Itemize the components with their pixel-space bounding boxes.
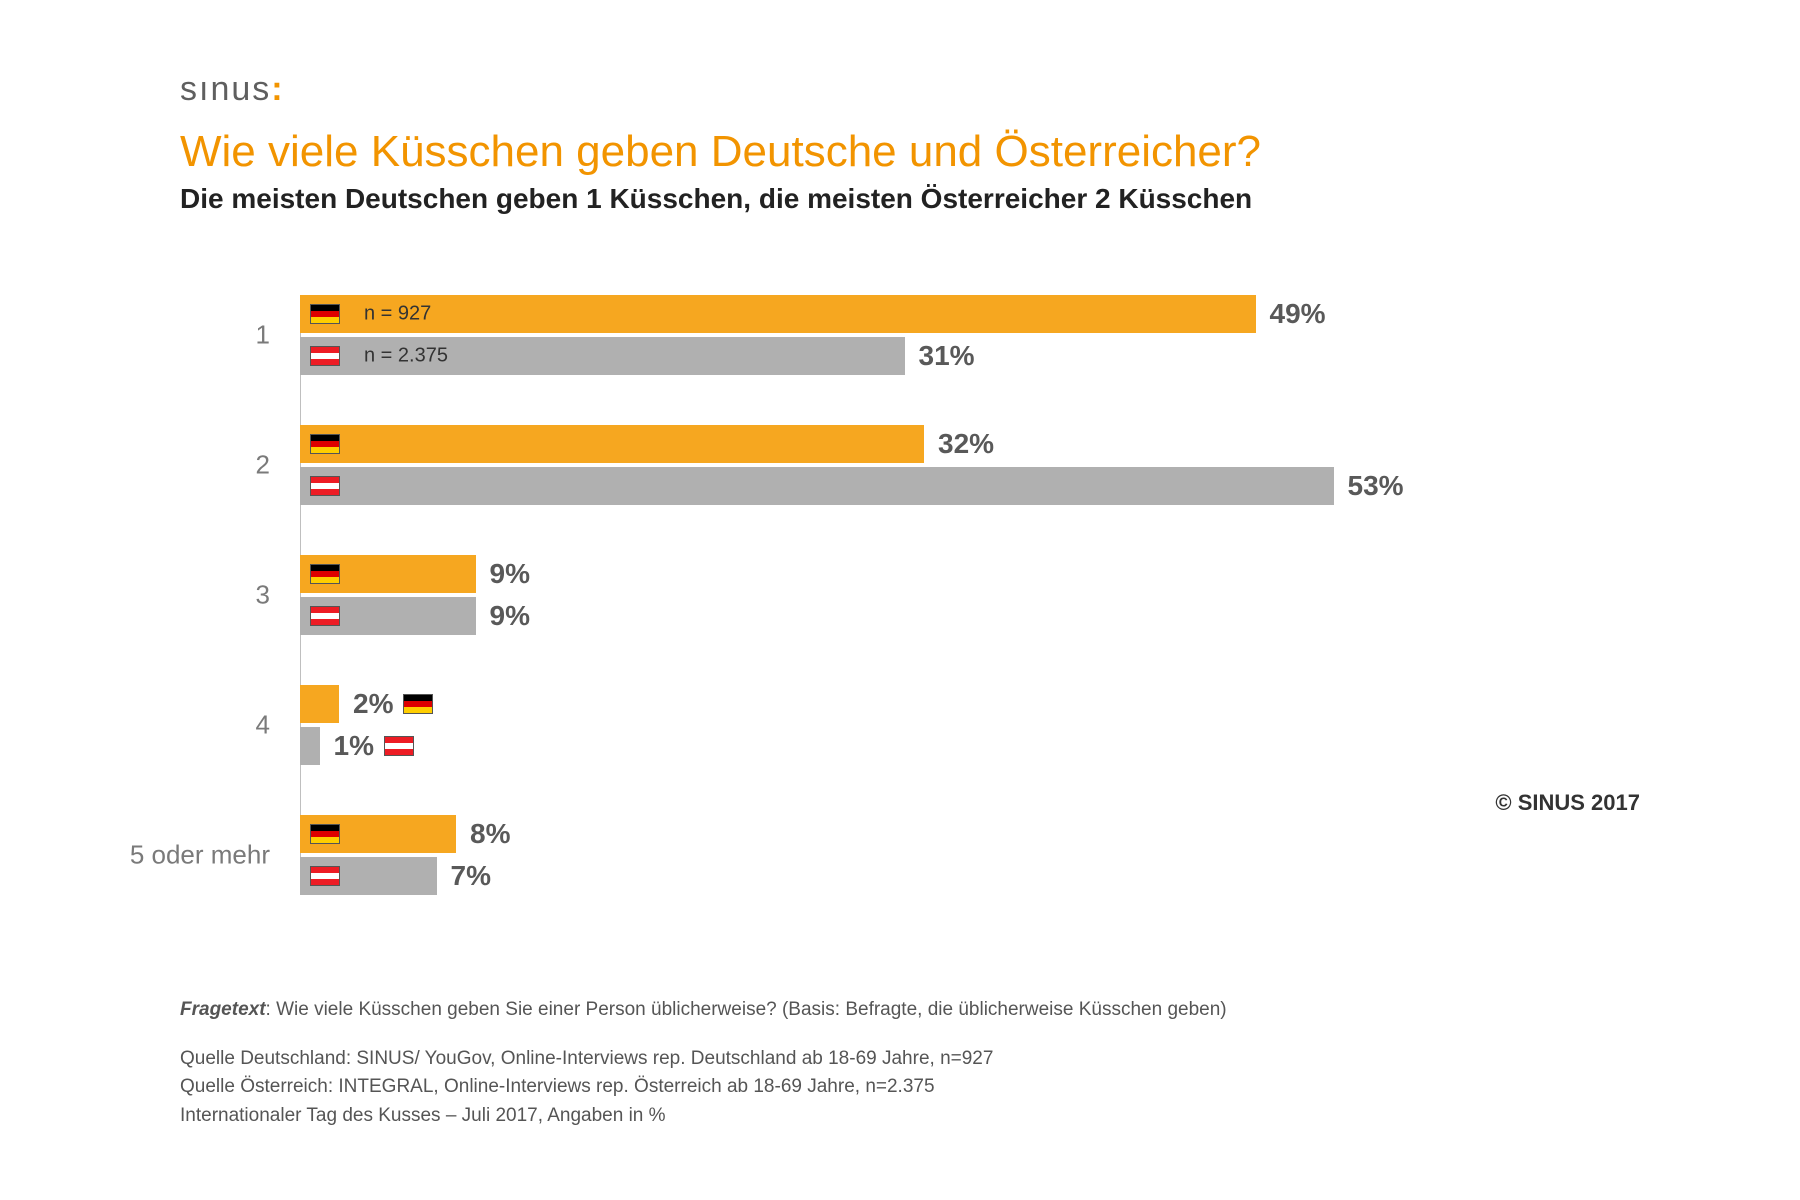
flag-icon	[310, 564, 340, 584]
bar-value: 8%	[470, 818, 510, 850]
bar-group: 5 oder mehr8%7%	[300, 815, 1600, 895]
bar-chart: 1n = 92749%n = 2.37531%232%53%39%9%42%1%…	[300, 295, 1600, 895]
flag-icon	[310, 304, 340, 324]
bar-row: n = 2.375 31%	[300, 337, 1600, 375]
category-label: 2	[256, 450, 300, 481]
flag-icon	[310, 866, 340, 886]
flag-icon	[384, 736, 414, 756]
bar-row: 8%	[300, 815, 1600, 853]
bar	[300, 467, 1334, 505]
category-label: 4	[256, 710, 300, 741]
flag-icon	[310, 824, 340, 844]
bar-value: 1%	[334, 730, 374, 762]
bar-row: 9%	[300, 555, 1600, 593]
chart-subtitle: Die meisten Deutschen geben 1 Küsschen, …	[180, 183, 1680, 215]
logo-text: sınus	[180, 70, 271, 108]
bar-value: 9%	[490, 558, 530, 590]
footer: Fragetext: Wie viele Küsschen geben Sie …	[180, 996, 1227, 1130]
bar-value: 2%	[353, 688, 393, 720]
flag-icon	[310, 434, 340, 454]
flag-icon	[310, 476, 340, 496]
chart-title: Wie viele Küsschen geben Deutsche und Ös…	[180, 127, 1680, 177]
bar-row: 53%	[300, 467, 1600, 505]
bar-value: 31%	[919, 340, 975, 372]
bar	[300, 727, 320, 765]
bar-value: 9%	[490, 600, 530, 632]
bar-row: 7%	[300, 857, 1600, 895]
flag-icon	[310, 606, 340, 626]
flag-icon	[403, 694, 433, 714]
footer-line: Quelle Österreich: INTEGRAL, Online-Inte…	[180, 1073, 1227, 1102]
category-label: 3	[256, 580, 300, 611]
bar-value: 7%	[451, 860, 491, 892]
copyright-text: © SINUS 2017	[1495, 790, 1640, 816]
question-line: Fragetext: Wie viele Küsschen geben Sie …	[180, 996, 1227, 1025]
bar-group: 39%9%	[300, 555, 1600, 635]
logo: sınus:	[180, 70, 1680, 109]
bar-group: 232%53%	[300, 425, 1600, 505]
bar-value: 53%	[1348, 470, 1404, 502]
bar-value: 32%	[938, 428, 994, 460]
bar-group: 42%1%	[300, 685, 1600, 765]
bar-row: 2%	[300, 685, 1600, 723]
bar	[300, 685, 339, 723]
question-label: Fragetext	[180, 999, 266, 1020]
logo-accent: :	[271, 70, 284, 108]
bar-row: 1%	[300, 727, 1600, 765]
bar	[300, 425, 924, 463]
footer-source-lines: Quelle Deutschland: SINUS/ YouGov, Onlin…	[180, 1045, 1227, 1131]
question-text: : Wie viele Küsschen geben Sie einer Per…	[266, 999, 1227, 1020]
bar	[300, 295, 1256, 333]
bar-row: n = 927 49%	[300, 295, 1600, 333]
category-label: 5 oder mehr	[130, 840, 300, 871]
flag-icon	[310, 346, 340, 366]
bar-row: 9%	[300, 597, 1600, 635]
page: sınus: Wie viele Küsschen geben Deutsche…	[0, 0, 1800, 1200]
footer-line: Internationaler Tag des Kusses – Juli 20…	[180, 1102, 1227, 1131]
n-label: n = 2.375	[364, 345, 448, 368]
n-label: n = 927	[364, 303, 431, 326]
footer-line: Quelle Deutschland: SINUS/ YouGov, Onlin…	[180, 1045, 1227, 1074]
bar-row: 32%	[300, 425, 1600, 463]
bar-group: 1n = 92749%n = 2.37531%	[300, 295, 1600, 375]
category-label: 1	[256, 320, 300, 351]
bar-value: 49%	[1270, 298, 1326, 330]
